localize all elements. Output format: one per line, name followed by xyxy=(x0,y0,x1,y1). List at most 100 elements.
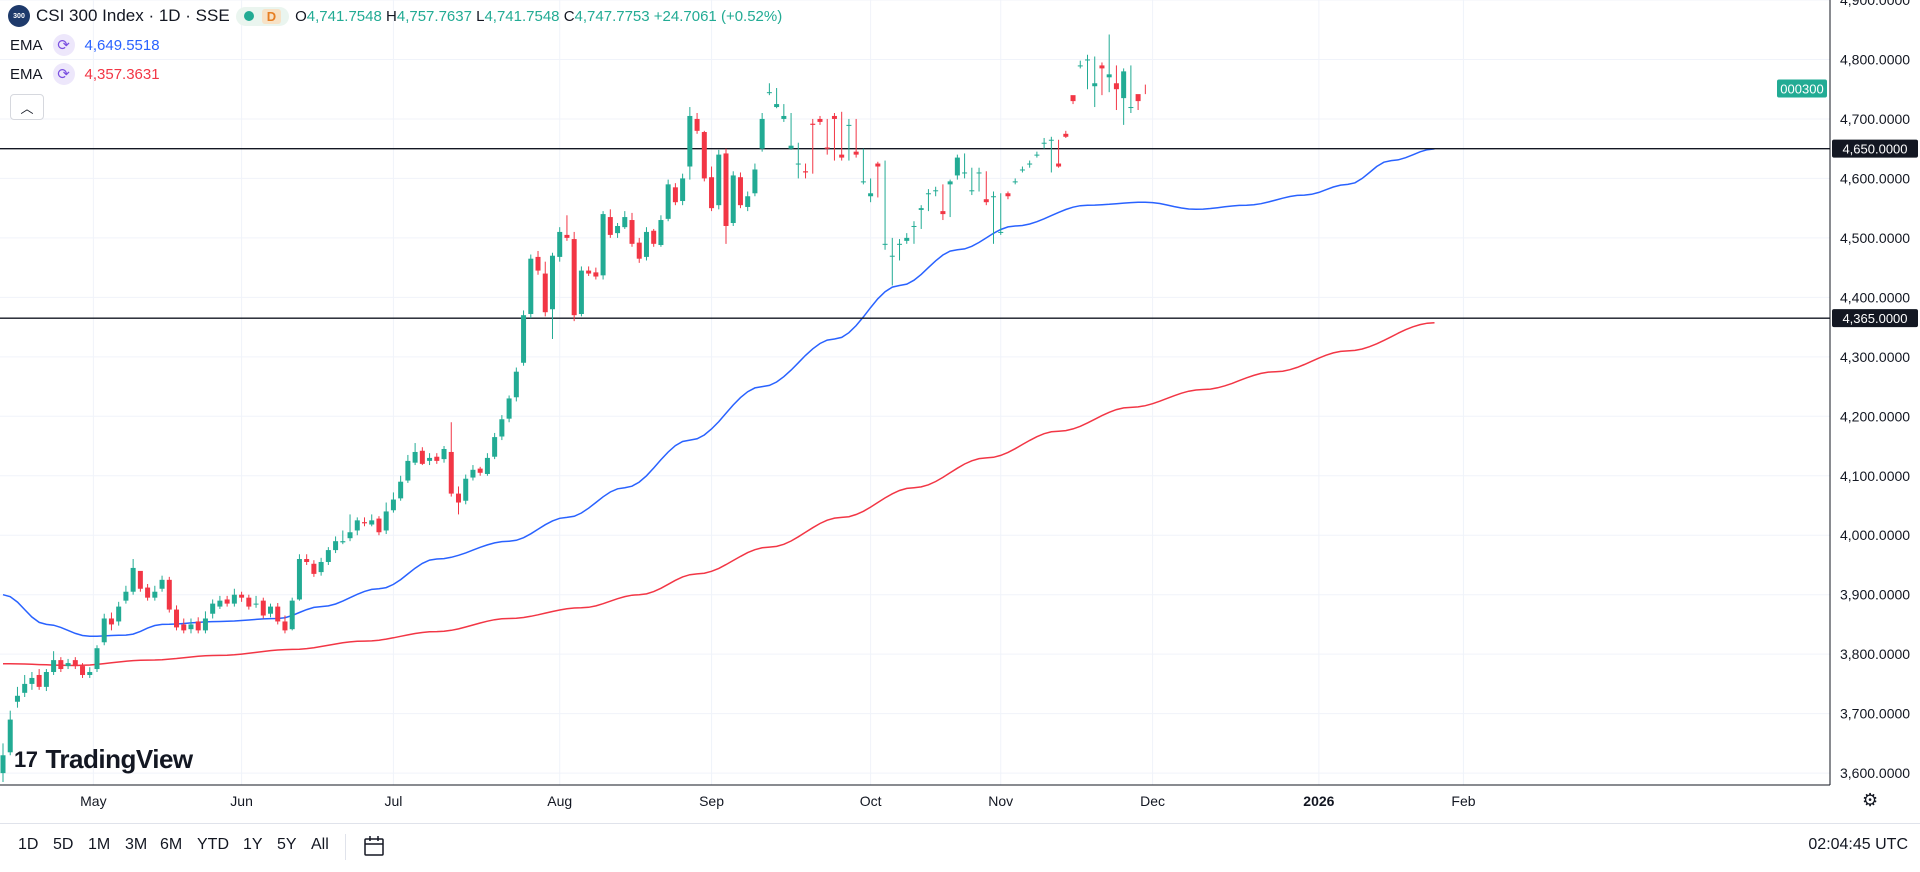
candle-body xyxy=(1005,193,1011,197)
candle-body xyxy=(564,234,570,238)
candle-body xyxy=(130,567,136,592)
level-label-bg xyxy=(1832,139,1918,158)
ema-legend-1[interactable]: EMA ⟳ 4,649.5518 xyxy=(10,34,160,56)
candle-body xyxy=(571,239,577,316)
toolbar-divider xyxy=(345,834,346,860)
candle-body xyxy=(933,190,939,192)
candle-body xyxy=(434,456,440,461)
refresh-icon[interactable]: ⟳ xyxy=(52,34,75,56)
range-1d[interactable]: 1D xyxy=(18,836,39,853)
candle-body xyxy=(181,624,187,631)
calendar-icon[interactable] xyxy=(362,834,386,858)
symbol-legend[interactable]: 300 CSI 300 Index · 1D · SSE D O4,741.75… xyxy=(8,5,782,27)
y-tick-label: 3,700.0000 xyxy=(1840,706,1910,722)
candle-body xyxy=(14,695,20,702)
candle-body xyxy=(506,398,512,419)
candle-body xyxy=(1128,107,1134,109)
tradingview-logo[interactable]: 17 TradingView xyxy=(14,744,193,775)
high-key: H xyxy=(386,7,397,25)
candle-body xyxy=(976,172,982,174)
ema-lines xyxy=(2,148,1435,667)
refresh-icon[interactable]: ⟳ xyxy=(52,63,75,85)
candle-body xyxy=(1092,83,1098,87)
candle-body xyxy=(723,153,729,226)
candle-body xyxy=(1041,142,1047,144)
candle-body xyxy=(658,220,664,246)
ema-value-1: 4,649.5518 xyxy=(84,36,160,54)
y-tick-label: 4,600.0000 xyxy=(1840,170,1910,186)
candle-body xyxy=(239,594,245,598)
candle-body xyxy=(1106,74,1112,78)
candle-body xyxy=(897,243,903,245)
y-tick-label: 4,800.0000 xyxy=(1840,51,1910,67)
range-1y[interactable]: 1Y xyxy=(243,836,263,853)
range-all[interactable]: All xyxy=(311,836,329,853)
candle-body xyxy=(477,468,483,473)
y-tick-label: 4,200.0000 xyxy=(1840,408,1910,424)
candle-body xyxy=(202,618,208,631)
level-label: 4,650.0000 xyxy=(1842,142,1907,157)
candle-body xyxy=(448,451,454,494)
candle-body xyxy=(586,270,592,274)
candle-body xyxy=(116,606,122,622)
candle-body xyxy=(745,196,751,207)
utc-clock[interactable]: 02:04:45 UTC xyxy=(1808,836,1908,853)
y-tick-label: 3,600.0000 xyxy=(1840,765,1910,781)
candle-body xyxy=(217,600,223,607)
candle-body xyxy=(51,660,57,673)
candle-body xyxy=(1019,169,1025,171)
candle-body xyxy=(875,163,881,167)
candle-body xyxy=(36,674,42,687)
candle-body xyxy=(737,177,743,206)
candle-body xyxy=(810,123,816,125)
y-tick-label: 4,300.0000 xyxy=(1840,349,1910,365)
tradingview-mark: 17 xyxy=(14,746,38,772)
range-ytd[interactable]: YTD xyxy=(197,836,229,853)
x-tick-label: Feb xyxy=(1451,793,1475,809)
candle-body xyxy=(1077,65,1083,67)
tradingview-wordmark: TradingView xyxy=(45,744,193,774)
range-6m[interactable]: 6M xyxy=(160,836,183,853)
candle-body xyxy=(0,755,6,774)
gear-icon[interactable]: ⚙ xyxy=(1862,790,1879,810)
candle-body xyxy=(152,591,158,598)
candle-body xyxy=(289,600,295,630)
range-3m[interactable]: 3M xyxy=(125,836,148,853)
candle-body xyxy=(318,561,324,573)
collapse-legend-button[interactable]: ︿ xyxy=(10,94,44,120)
range-5y[interactable]: 5Y xyxy=(277,836,297,853)
candle-body xyxy=(513,371,519,398)
candle-body xyxy=(918,208,924,210)
price-chart[interactable]: 4,650.0000 4,365.0000 000300 3,600.0000 3,7… xyxy=(0,0,1920,823)
candle-body xyxy=(889,255,895,257)
candle-body xyxy=(275,606,281,622)
candle-body xyxy=(1012,181,1018,183)
candle-body xyxy=(860,181,866,183)
candle-body xyxy=(925,193,931,195)
candle-body xyxy=(231,594,237,604)
candle-body xyxy=(333,541,339,551)
candle-body xyxy=(1048,139,1054,141)
candle-body xyxy=(557,231,563,257)
open-key: O xyxy=(295,7,307,25)
candle-body xyxy=(542,273,548,313)
high-value: 4,757.7637 xyxy=(396,7,472,25)
candle-body xyxy=(991,196,997,198)
candle-body xyxy=(1027,163,1033,165)
candle-body xyxy=(166,579,172,610)
level-label: 4,365.0000 xyxy=(1842,311,1907,326)
candle-body xyxy=(94,648,100,670)
symbol-title[interactable]: CSI 300 Index · 1D · SSE xyxy=(36,6,230,25)
candle-body xyxy=(839,154,845,158)
candle-body xyxy=(304,559,310,562)
candle-body xyxy=(947,181,953,185)
candle-body xyxy=(1070,95,1076,102)
y-tick-label: 4,400.0000 xyxy=(1840,289,1910,305)
ema-legend-2[interactable]: EMA ⟳ 4,357.3631 xyxy=(10,63,160,85)
candle-body xyxy=(911,225,917,227)
range-5d[interactable]: 5D xyxy=(53,836,74,853)
market-status[interactable]: D xyxy=(235,6,290,26)
range-1m[interactable]: 1M xyxy=(88,836,111,853)
candle-body xyxy=(1063,133,1069,137)
candle-body xyxy=(615,225,621,234)
